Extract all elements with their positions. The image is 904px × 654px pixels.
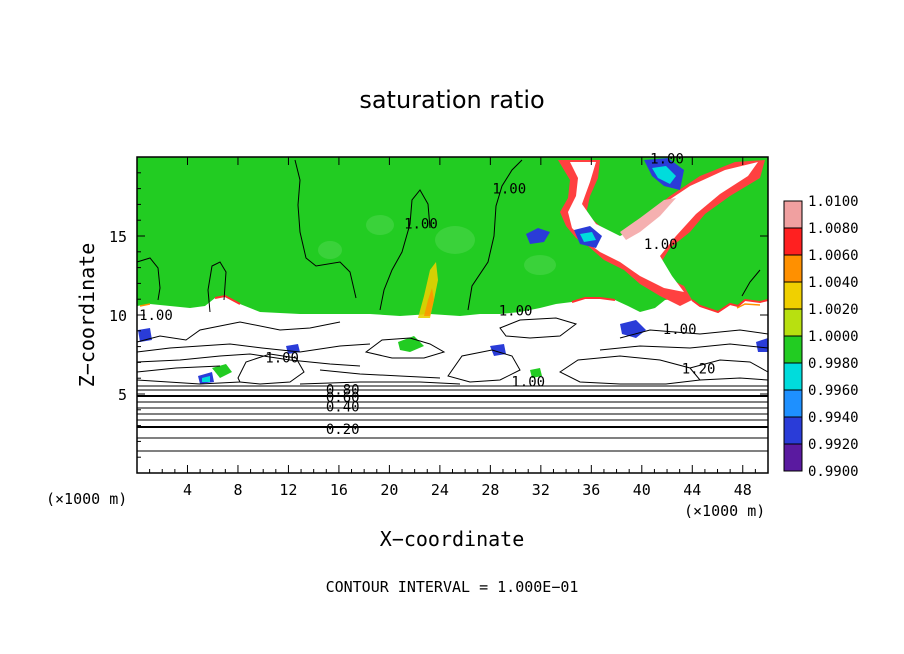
green-patch (366, 215, 394, 235)
contour-label: 1.00 (404, 216, 438, 232)
blue-cell (526, 228, 550, 244)
x-tick-label: 20 (380, 481, 398, 499)
colorbar-label: 1.0020 (808, 302, 859, 318)
contour-label: 1.00 (663, 322, 697, 338)
colorbar-segment (784, 390, 802, 417)
colorbar-segment (784, 255, 802, 282)
colorbar-segment (784, 201, 802, 228)
y-axis-title: Z−coordinate (75, 243, 99, 388)
contour-interval-note: CONTOUR INTERVAL = 1.000E−01 (325, 578, 579, 596)
contour-label: 0.40 (326, 400, 360, 416)
green-cell (530, 368, 542, 378)
colorbar-label: 0.9960 (808, 383, 859, 399)
x-tick-label: 32 (532, 481, 550, 499)
plot-area: 1.00 1.00 1.00 1.00 1.00 1.00 1.00 1.00 1.00 1.20… (136, 152, 769, 474)
red-fringe (214, 294, 769, 314)
contour-label: 1.00 (492, 182, 526, 198)
x-unit-left: (×1000 m) (46, 490, 127, 508)
contour-label: 0.20 (326, 422, 360, 438)
lower-contour-lines (137, 385, 768, 452)
colorbar-segment (784, 309, 802, 336)
x-tick-label: 12 (279, 481, 297, 499)
orange-plume (424, 288, 434, 316)
green-patch (524, 255, 556, 275)
colorbar-label: 1.0100 (808, 194, 859, 210)
x-tick-label: 36 (582, 481, 600, 499)
cyan-cell (202, 376, 210, 382)
colorbar-segment (784, 417, 802, 444)
y-tick-label: 15 (109, 228, 127, 246)
colorbar-label: 0.9940 (808, 410, 859, 426)
colorbar-label: 1.0060 (808, 248, 859, 264)
contour-label: 1.00 (511, 374, 545, 390)
x-unit-right: (×1000 m) (684, 502, 765, 520)
x-tick-label: 24 (431, 481, 449, 499)
anvil-pink-streak (620, 198, 676, 240)
chart-title: saturation ratio (359, 86, 545, 114)
colorbar-segment (784, 282, 802, 309)
colorbar-label: 0.9980 (808, 356, 859, 372)
green-patch (318, 241, 342, 259)
contour-lines (136, 159, 769, 385)
x-tick-label: 44 (683, 481, 701, 499)
contour-label: 0.80 (326, 382, 360, 398)
y-tick-label: 10 (109, 307, 127, 325)
y-tick-label: 5 (118, 386, 127, 404)
colorbar-label: 1.0000 (808, 329, 859, 345)
contour-label: 0.60 (326, 390, 360, 406)
colorbar-label: 0.9900 (808, 464, 859, 480)
colorbar-segment (784, 336, 802, 363)
y-axis: 5 10 15 (109, 172, 768, 458)
x-axis-title: X−coordinate (380, 527, 525, 551)
contour-label: 1.00 (265, 351, 299, 367)
x-axis: 4 8 12 16 20 24 28 32 36 40 44 48 (149, 157, 756, 499)
colorbar-segment (784, 444, 802, 471)
green-cell (212, 364, 232, 378)
x-tick-label: 4 (183, 481, 192, 499)
cyan-cell (652, 166, 676, 184)
x-tick-label: 28 (481, 481, 499, 499)
orange-fringe (139, 303, 761, 309)
colorbar-label: 1.0040 (808, 275, 859, 291)
x-tick-label: 40 (633, 481, 651, 499)
blue-cell (620, 320, 646, 338)
contour-label: 1.00 (499, 303, 533, 319)
contour-labels: 1.00 1.00 1.00 1.00 1.00 1.00 1.00 1.00 1.00 1.20… (139, 152, 716, 438)
green-patch (435, 226, 475, 254)
x-tick-label: 16 (330, 481, 348, 499)
blue-cell (756, 338, 768, 352)
x-tick-label: 48 (734, 481, 752, 499)
colorbar-label: 1.0080 (808, 221, 859, 237)
x-tick-label: 8 (233, 481, 242, 499)
anvil-core (568, 162, 758, 292)
contour-label: 1.00 (644, 237, 678, 253)
colorbar: 0.9900 0.9920 0.9940 0.9960 0.9980 1.0000 1.00… (783, 194, 859, 480)
cyan-cell (580, 232, 596, 242)
contour-label: 1.00 (650, 152, 684, 168)
colorbar-segment (784, 228, 802, 255)
contour-label: 1.00 (139, 308, 173, 324)
colorbar-label: 0.9920 (808, 437, 859, 453)
contour-label: 1.20 (682, 362, 716, 378)
colorbar-segment (784, 363, 802, 390)
